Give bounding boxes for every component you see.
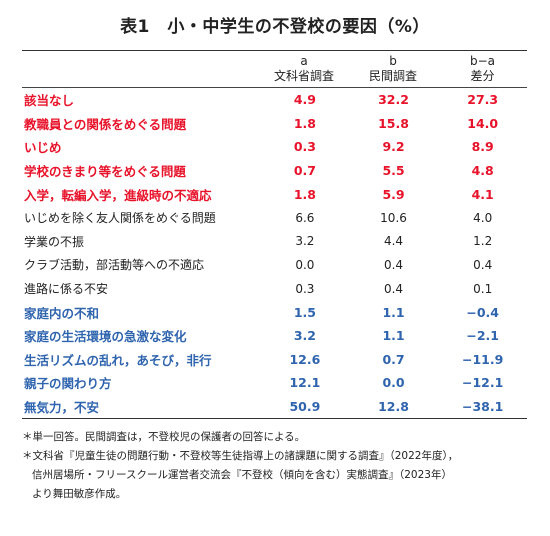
table-row: 教職員との関係をめぐる問題 1.8 15.8 14.0 — [22, 112, 527, 136]
row-value-b: 5.9 — [382, 186, 405, 202]
row-value-a: 6.6 — [295, 210, 315, 225]
table-row: 生活リズムの乱れ，あそび，非行 12.6 0.7 −11.9 — [22, 348, 527, 372]
row-value-b: 0.4 — [383, 281, 404, 296]
header-col-b-label: 民間調査 — [368, 69, 417, 83]
row-value-diff: 4.1 — [471, 186, 494, 202]
table-row: いじめ 0.3 9.2 8.9 — [22, 135, 527, 159]
row-value-diff: 4.8 — [471, 163, 494, 179]
table-header-rule — [22, 87, 527, 88]
row-value-diff: −12.1 — [462, 375, 504, 391]
row-label: 該当なし — [24, 93, 75, 109]
row-value-b: 9.2 — [382, 139, 405, 155]
row-value-b: 5.5 — [382, 163, 405, 179]
row-label: 学校のきまり等をめぐる問題 — [24, 164, 186, 180]
row-value-a: 1.8 — [293, 115, 316, 131]
header-col-a-label: 文科省調査 — [273, 69, 334, 83]
header-col-b-letter: b — [389, 54, 397, 68]
table-row: 進路に係る不安 0.3 0.4 0.1 — [22, 277, 527, 301]
table-row: 親子の関わり方 12.1 0.0 −12.1 — [22, 371, 527, 395]
row-value-b: 12.8 — [378, 399, 409, 415]
row-value-a: 12.6 — [289, 351, 321, 367]
row-value-b: 15.8 — [378, 115, 409, 131]
row-value-a: 1.8 — [293, 186, 316, 202]
row-label: 入学，転編入学，進級時の不適応 — [24, 187, 212, 203]
row-value-a: 4.9 — [293, 92, 316, 108]
row-value-b: 4.4 — [383, 234, 404, 249]
row-value-a: 0.7 — [293, 163, 316, 179]
table-row: 家庭内の不和 1.5 1.1 −0.4 — [22, 300, 527, 324]
footnotes: ＊単一回答。民間調査は，不登校児の保護者の回答による。 ＊文科省『児童生徒の問題… — [22, 428, 532, 504]
row-value-diff: 0.1 — [473, 281, 493, 296]
row-value-a: 0.3 — [295, 281, 315, 296]
table-title: 表1 小・中学生の不登校の要因（%） — [120, 17, 430, 37]
row-value-diff: 4.0 — [473, 210, 493, 225]
row-value-diff: −11.9 — [462, 351, 504, 367]
row-value-diff: −0.4 — [466, 304, 499, 320]
table-row: 学校のきまり等をめぐる問題 0.7 5.5 4.8 — [22, 159, 527, 183]
row-value-a: 12.1 — [289, 375, 321, 391]
row-label: 進路に係る不安 — [24, 282, 109, 297]
header-col-b: b 民間調査 — [348, 51, 438, 87]
header-col-diff-letter: b−a — [469, 54, 496, 68]
row-value-diff: −2.1 — [466, 328, 499, 344]
row-label: 学業の不振 — [24, 234, 85, 249]
row-value-a: 0.0 — [295, 257, 315, 272]
row-value-a: 1.5 — [293, 304, 316, 320]
header-col-a-letter: a — [300, 54, 308, 68]
footnote-2-cont: 信州居場所・フリースクール運営者交流会『不登校（傾向を含む）実態調査』（2023… — [32, 469, 452, 481]
row-value-b: 0.4 — [383, 257, 404, 272]
header-label-spacer — [22, 51, 260, 87]
row-value-b: 0.0 — [382, 375, 405, 391]
row-value-a: 50.9 — [289, 399, 321, 415]
row-value-b: 0.7 — [382, 351, 405, 367]
row-value-diff: 8.9 — [471, 139, 494, 155]
row-value-a: 0.3 — [293, 139, 316, 155]
table-row: 無気力，不安 50.9 12.8 −38.1 — [22, 395, 527, 419]
table-row: 学業の不振 3.2 4.4 1.2 — [22, 230, 527, 254]
table-top-rule — [22, 50, 527, 51]
row-label: クラブ活動，部活動等への不適応 — [24, 258, 205, 273]
header-col-diff: b−a 差分 — [438, 51, 527, 87]
row-value-a: 3.2 — [295, 234, 315, 249]
row-value-b: 1.1 — [382, 304, 405, 320]
row-label: 親子の関わり方 — [24, 376, 112, 392]
row-value-diff: 14.0 — [467, 115, 499, 131]
header-col-a: a 文科省調査 — [260, 51, 348, 87]
row-label: 教職員との関係をめぐる問題 — [24, 116, 187, 132]
header-col-diff-label: 差分 — [470, 69, 495, 83]
row-value-a: 3.2 — [293, 328, 316, 344]
row-value-diff: −38.1 — [462, 399, 504, 415]
table-header-row: a 文科省調査 b 民間調査 b−a 差分 — [22, 51, 527, 87]
row-label: 家庭の生活環境の急激な変化 — [24, 329, 187, 345]
row-value-diff: 1.2 — [473, 234, 493, 249]
row-value-diff: 0.4 — [473, 257, 493, 272]
footnote-1: ＊単一回答。民間調査は，不登校児の保護者の回答による。 — [22, 431, 306, 443]
row-label: 無気力，不安 — [24, 400, 100, 416]
table-row: クラブ活動，部活動等への不適応 0.0 0.4 0.4 — [22, 253, 527, 277]
table-body: 該当なし 4.9 32.2 27.3 教職員との関係をめぐる問題 1.8 15.8 14.0 い… — [22, 88, 527, 418]
row-value-diff: 27.3 — [467, 92, 499, 108]
row-value-b: 1.1 — [382, 328, 405, 344]
table-bottom-rule — [22, 418, 527, 420]
table-row: いじめを除く友人関係をめぐる問題 6.6 10.6 4.0 — [22, 206, 527, 230]
row-label: 家庭内の不和 — [24, 305, 100, 321]
footnote-2: ＊文科省『児童生徒の問題行動・不登校等生徒指導上の諸課題に関する調査』（2022… — [22, 450, 459, 462]
table-row: 家庭の生活環境の急激な変化 3.2 1.1 −2.1 — [22, 324, 527, 348]
row-value-b: 10.6 — [380, 210, 407, 225]
footnote-2-end: より舞田敏彦作成。 — [32, 488, 127, 500]
row-label: 生活リズムの乱れ，あそび，非行 — [24, 352, 212, 368]
row-label: いじめ — [24, 140, 62, 156]
table-row: 該当なし 4.9 32.2 27.3 — [22, 88, 527, 112]
row-value-b: 32.2 — [378, 92, 409, 108]
data-table: a 文科省調査 b 民間調査 b−a 差分 該当なし 4.9 32.2 27.3 教職員… — [22, 50, 527, 420]
row-label: いじめを除く友人関係をめぐる問題 — [24, 211, 216, 226]
table-row: 入学，転編入学，進級時の不適応 1.8 5.9 4.1 — [22, 182, 527, 206]
